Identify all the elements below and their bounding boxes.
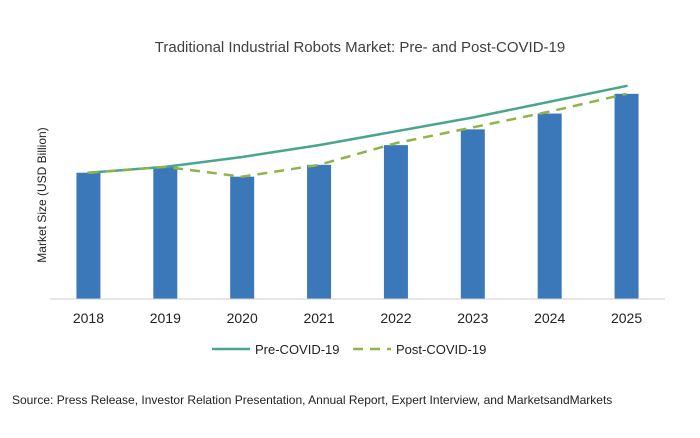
legend-post-covid-label: Post-COVID-19: [396, 342, 486, 357]
bar-2020: [230, 176, 255, 299]
bar-2019: [153, 166, 178, 299]
series-line-pre-covid: [87, 84, 628, 174]
bar-2018: [76, 172, 101, 299]
x-tick-2021: 2021: [303, 310, 334, 326]
bar-2021: [307, 164, 332, 299]
bar-2025: [614, 93, 639, 299]
bar-2024: [537, 113, 562, 300]
bar-2022: [383, 145, 408, 299]
bar-2023: [460, 129, 485, 299]
chart-title: Traditional Industrial Robots Market: Pr…: [155, 39, 565, 56]
x-tick-2018: 2018: [73, 310, 104, 326]
bars: [76, 93, 639, 300]
x-tick-2024: 2024: [534, 310, 565, 326]
x-tick-2020: 2020: [227, 310, 258, 326]
x-tick-2023: 2023: [457, 310, 488, 326]
series-lines: [87, 84, 628, 178]
legend-pre-covid-label: Pre-COVID-19: [255, 342, 340, 357]
x-tick-2019: 2019: [150, 310, 181, 326]
x-tick-2025: 2025: [611, 310, 642, 326]
x-tick-2022: 2022: [380, 310, 411, 326]
legend: Pre-COVID-19 Post-COVID-19: [212, 342, 486, 357]
series-line-post-covid: [88, 92, 627, 178]
y-axis-label: Market Size (USD Billion): [35, 127, 49, 262]
legend-pre-covid: Pre-COVID-19: [212, 342, 340, 357]
x-tick-labels: 2018 2019 2020 2021 2022 2023 2024 2025: [73, 310, 642, 326]
source-note: Source: Press Release, Investor Relation…: [12, 393, 612, 407]
legend-post-covid: Post-COVID-19: [353, 342, 486, 357]
